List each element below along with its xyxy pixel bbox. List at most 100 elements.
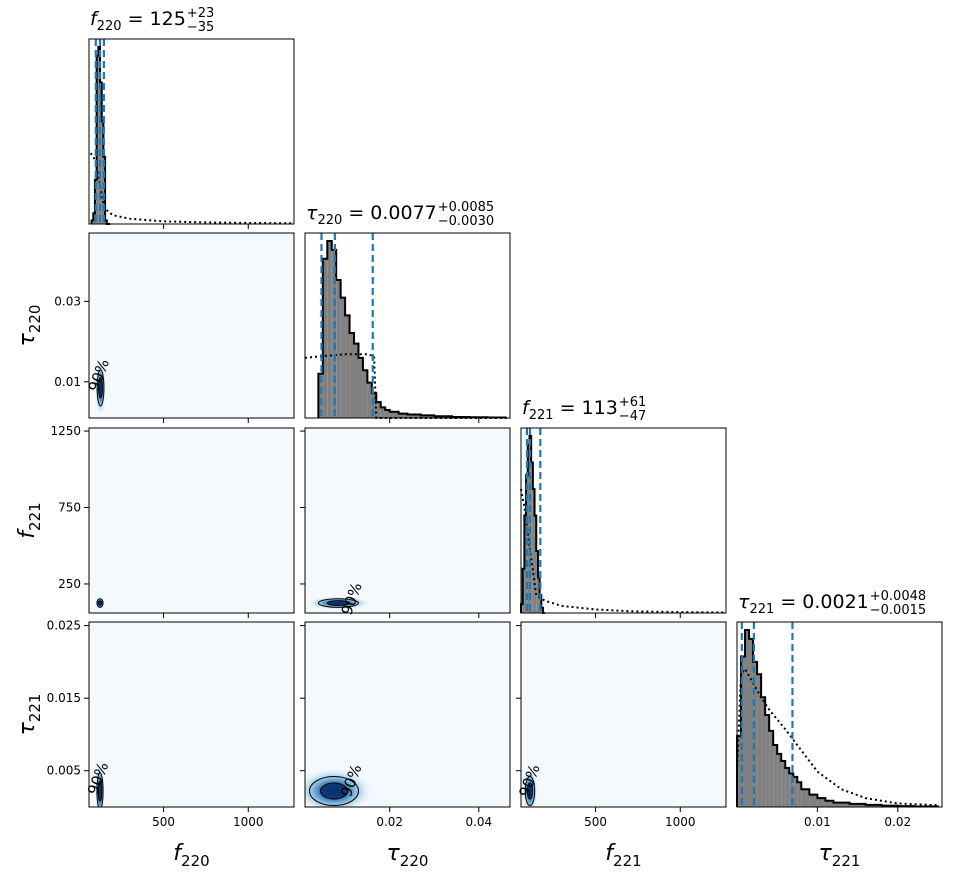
density-bg	[89, 233, 294, 418]
pair-frame	[304, 621, 511, 808]
title-symbol: τ	[738, 591, 750, 613]
posterior-bar	[318, 373, 323, 418]
density-bg	[305, 428, 510, 613]
density-core	[527, 783, 533, 800]
axis-symbol: f	[15, 528, 40, 539]
diag-panel-2: f221 = 113 +61−47	[520, 395, 727, 614]
posterior-bar	[101, 121, 104, 224]
posterior-bar	[340, 297, 346, 418]
density-layer	[95, 596, 105, 610]
diag-panel-3: τ221 = 0.0021 +0.0048−0.0015	[736, 589, 943, 808]
title-sub: 221	[529, 408, 554, 423]
title-symbol: τ	[306, 202, 318, 224]
contour-90	[308, 776, 359, 807]
axis-sub: 220	[181, 852, 210, 870]
posterior-bar	[345, 315, 350, 418]
panel-title-1: τ220 = 0.0077	[306, 202, 437, 228]
x-axis-label-3: τ221	[819, 841, 861, 870]
panel-title-2: f221 = 113	[522, 397, 618, 423]
pair-frame	[88, 427, 295, 614]
axis-sub: 220	[26, 305, 44, 334]
posterior-bar	[793, 776, 798, 807]
contour-90	[96, 369, 105, 407]
x-axis-label-1: τ220	[387, 841, 429, 870]
posterior-bar	[380, 407, 386, 418]
contour-inner	[97, 600, 103, 606]
pair-frame	[520, 621, 727, 808]
posterior-bar	[833, 802, 850, 807]
diag-panel-1: τ220 = 0.0077 +0.0085−0.0030	[304, 200, 511, 419]
title-lower: −35	[187, 20, 214, 35]
posterior-bar	[865, 804, 882, 807]
posterior-bar	[336, 279, 341, 418]
x-axis-label-0: f220	[173, 841, 209, 870]
contour-90	[317, 598, 359, 608]
posterior-bar	[789, 773, 794, 807]
density-bg	[521, 622, 726, 807]
pair-panel-2-1: 90%	[304, 427, 511, 618]
diag-frame-2	[520, 427, 727, 614]
panel-title-0: f220 = 125	[90, 8, 186, 34]
title-lower: −47	[619, 409, 646, 424]
pair-frame	[88, 232, 295, 419]
posterior-bar	[532, 489, 535, 613]
density-core	[98, 377, 103, 398]
posterior-bar	[358, 357, 363, 418]
posterior-bar	[367, 382, 372, 418]
posterior-bar	[785, 768, 790, 807]
density-core	[98, 781, 102, 802]
posterior-bar	[407, 414, 421, 418]
axis-sub: 221	[26, 502, 44, 531]
x-tick-label: 0.02	[376, 815, 403, 829]
axis-sub: 221	[832, 852, 861, 870]
density-layer	[305, 767, 374, 807]
pair-panel-3-0: 90%	[84, 621, 295, 808]
posterior-bar	[781, 760, 786, 807]
posterior-bar	[362, 370, 368, 418]
posterior-bar	[773, 745, 778, 807]
posterior-bar	[534, 515, 537, 613]
contour-inner	[319, 782, 348, 800]
contour-90	[96, 598, 104, 608]
density-bg	[89, 428, 294, 613]
axis-sub: 221	[26, 694, 44, 723]
contour-inner	[97, 780, 103, 802]
title-value: = 0.0077	[342, 202, 436, 224]
y-tick-label: 0.015	[47, 691, 81, 705]
x-tick-label: 500	[584, 815, 607, 829]
density-bg	[89, 622, 294, 807]
axis-sub: 221	[613, 852, 642, 870]
posterior-bar	[385, 410, 390, 418]
y-tick-label: 1250	[50, 424, 81, 438]
title-sub: 220	[97, 19, 122, 34]
title-sub: 221	[749, 602, 774, 617]
density-layer	[306, 596, 371, 610]
posterior-bar	[354, 343, 359, 418]
x-tick-label: 500	[152, 815, 175, 829]
pair-frame	[88, 621, 295, 808]
x-tick-label: 0.02	[884, 815, 911, 829]
axis-symbol: τ	[15, 332, 40, 346]
diag-frame-0	[88, 38, 295, 225]
posterior-bar	[98, 47, 101, 224]
panel-title-3: τ221 = 0.0021	[738, 591, 869, 617]
title-upper: +61	[619, 395, 646, 410]
contour-inner	[98, 377, 103, 399]
posterior-bar	[737, 736, 742, 807]
posterior-bar	[371, 393, 377, 418]
posterior-bar	[801, 789, 810, 807]
y-tick-label: 750	[58, 501, 81, 515]
diag-frame-1	[304, 232, 511, 419]
axis-symbol: f	[605, 841, 616, 866]
contour-inner	[526, 782, 534, 800]
posterior-bar	[757, 674, 762, 807]
pair-panel-3-2: 90%	[515, 621, 727, 808]
x-tick-label: 0.04	[465, 815, 492, 829]
title-lower: −0.0030	[438, 214, 494, 229]
title-upper: +0.0048	[870, 589, 926, 604]
prior-curve	[736, 667, 939, 807]
posterior-bar	[769, 730, 774, 807]
